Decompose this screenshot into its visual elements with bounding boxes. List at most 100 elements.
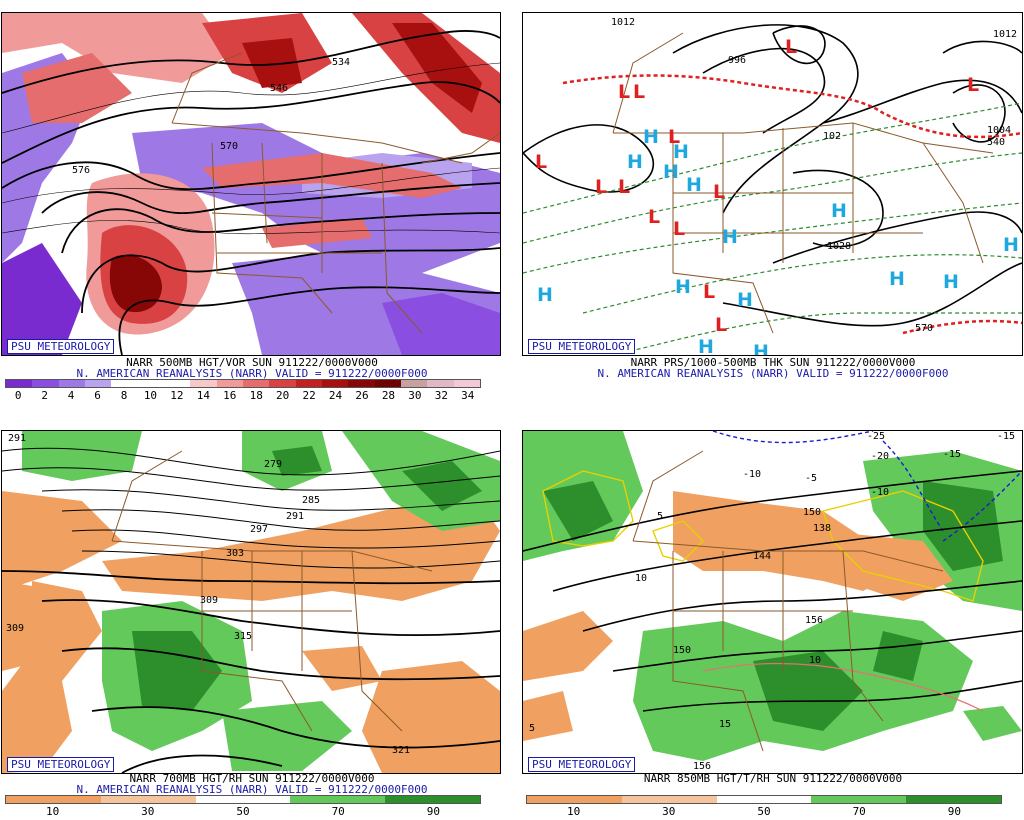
scale-swatch (527, 796, 622, 803)
low-pressure-center: L (668, 126, 680, 148)
high-pressure-center: H (643, 126, 659, 148)
scale-swatch (195, 796, 291, 803)
low-pressure-center: L (703, 281, 715, 303)
scale-tick-label: 28 (381, 389, 396, 402)
scale-tick-label: 24 (328, 389, 343, 402)
high-pressure-center: H (673, 141, 689, 163)
scale-swatch (621, 796, 717, 803)
p4-contour-label: 5 (529, 723, 535, 734)
low-pressure-center: L (715, 314, 727, 336)
p4-contour-label: 144 (753, 551, 771, 562)
p2-contour-label: 1012 (611, 17, 635, 28)
rh850-map-svg: -25 -20 -15 -15 -10 -5 -10 5 10 150 144 … (523, 431, 1022, 773)
p4-color-scale (526, 795, 1002, 804)
scale-tick-label: 10 (45, 805, 60, 818)
map-500mb: 546 570 534 576 PSU METEOROLOGY (1, 12, 501, 356)
p3-contour-label: 309 (200, 595, 218, 606)
p4-contour-label: 150 (803, 507, 821, 518)
p2-contour-label: 540 (987, 137, 1005, 148)
scale-swatch (811, 796, 907, 803)
p2-contour-label: 102 (823, 131, 841, 142)
pressure-map-svg: L L L L L L L L L L L L L H H H H H H (523, 13, 1022, 355)
p3-contour-label: 297 (250, 524, 268, 535)
psu-meteorology-badge: PSU METEOROLOGY (528, 339, 636, 354)
psu-meteorology-badge: PSU METEOROLOGY (7, 339, 115, 354)
p4-contour-label: 10 (635, 573, 647, 584)
high-pressure-center: H (675, 276, 691, 298)
low-pressure-center: L (633, 81, 645, 103)
low-pressure-center: L (618, 176, 630, 198)
scale-swatch (6, 380, 33, 387)
p2-contour-label: 1012 (993, 29, 1017, 40)
high-pressure-center: H (722, 226, 738, 248)
scale-tick-label: 50 (236, 805, 250, 818)
p4-contour-label: -25 (867, 431, 885, 442)
panel-700mb-hgt-rh: 291 279 285 291 297 303 309 309 315 321 … (1, 430, 503, 820)
scale-tick-label: 10 (566, 805, 581, 818)
scale-tick-label: 20 (276, 389, 290, 402)
p4-contour-label: -10 (743, 469, 761, 480)
p3-contour-label: 303 (226, 548, 244, 559)
scale-swatch (321, 380, 349, 387)
map-700mb: 291 279 285 291 297 303 309 309 315 321 … (1, 430, 501, 774)
scale-tick-label: 90 (947, 805, 962, 818)
scale-tick-label: 30 (141, 805, 155, 818)
scale-swatch (163, 380, 191, 387)
p4-contour-label: -20 (871, 451, 889, 462)
scale-swatch (269, 380, 296, 387)
high-pressure-center: H (889, 268, 905, 290)
high-pressure-center: H (1003, 234, 1019, 256)
p4-contour-label: -15 (943, 449, 961, 460)
high-pressure-center: H (686, 174, 702, 196)
p4-contour-label: -10 (871, 487, 889, 498)
high-pressure-center: H (753, 341, 769, 355)
scale-tick-label: 6 (94, 389, 101, 402)
p4-contour-label: 156 (693, 761, 711, 772)
high-pressure-center: H (698, 336, 714, 355)
scale-tick-label: 10 (143, 389, 158, 402)
p1-contour-label: 534 (332, 57, 350, 68)
scale-tick-label: 2 (41, 389, 48, 402)
p2-contour-label: 1028 (827, 241, 851, 252)
scale-swatch (906, 796, 1001, 803)
scale-tick-label: 90 (426, 805, 441, 818)
p2-contour-label: 570 (915, 323, 933, 334)
panel-850mb-hgt-t-rh: -25 -20 -15 -15 -10 -5 -10 5 10 150 144 … (522, 430, 1024, 820)
scale-tick-label: 70 (331, 805, 345, 818)
p2-contour-label: 1004 (987, 125, 1011, 136)
p3-contour-label: 291 (286, 511, 304, 522)
scale-swatch (427, 380, 454, 387)
p3-contour-label: 309 (6, 623, 24, 634)
scale-swatch (385, 796, 480, 803)
high-pressure-center: H (737, 289, 753, 311)
scale-tick-label: 16 (223, 389, 237, 402)
scale-tick-label: 26 (355, 389, 369, 402)
p4-contour-label: 138 (813, 523, 831, 534)
high-pressure-center: H (831, 200, 847, 222)
panel-prs-thk: L L L L L L L L L L L L L H H H H H H (522, 12, 1024, 402)
p1-color-scale (5, 379, 481, 388)
low-pressure-center: L (967, 74, 979, 96)
p4-contour-label: -5 (805, 473, 817, 484)
p3-contour-label: 321 (392, 745, 410, 756)
p3-caption-title: NARR 700MB HGT/RH SUN 911222/0000V000 (129, 772, 375, 785)
low-pressure-center: L (673, 218, 685, 240)
rh700-map-svg: 291 279 285 291 297 303 309 309 315 321 (2, 431, 500, 773)
p3-contour-label: 285 (302, 495, 320, 506)
scale-tick-label: 22 (302, 389, 316, 402)
scale-tick-label: 50 (757, 805, 771, 818)
p3-contour-label: 291 (8, 433, 26, 444)
p4-contour-label: 10 (809, 655, 821, 666)
p1-caption-title: NARR 500MB HGT/VOR SUN 911222/0000V000 (126, 356, 378, 369)
p4-contour-label: 150 (673, 645, 691, 656)
scale-swatch (6, 796, 101, 803)
p1-contour-label: 546 (270, 83, 288, 94)
scale-tick-label: 18 (249, 389, 263, 402)
p3-caption-valid: N. AMERICAN REANALYSIS (NARR) VALID = 91… (76, 783, 428, 796)
p4-contour-label: 5 (657, 511, 663, 522)
scale-swatch (100, 796, 196, 803)
p2-caption-title: NARR PRS/1000-500MB THK SUN 911222/0000V… (630, 356, 916, 369)
p2-caption-valid: N. AMERICAN REANALYSIS (NARR) VALID = 91… (597, 367, 949, 380)
p4-contour-label: -15 (997, 431, 1015, 442)
map-850mb: -25 -20 -15 -15 -10 -5 -10 5 10 150 144 … (522, 430, 1023, 774)
